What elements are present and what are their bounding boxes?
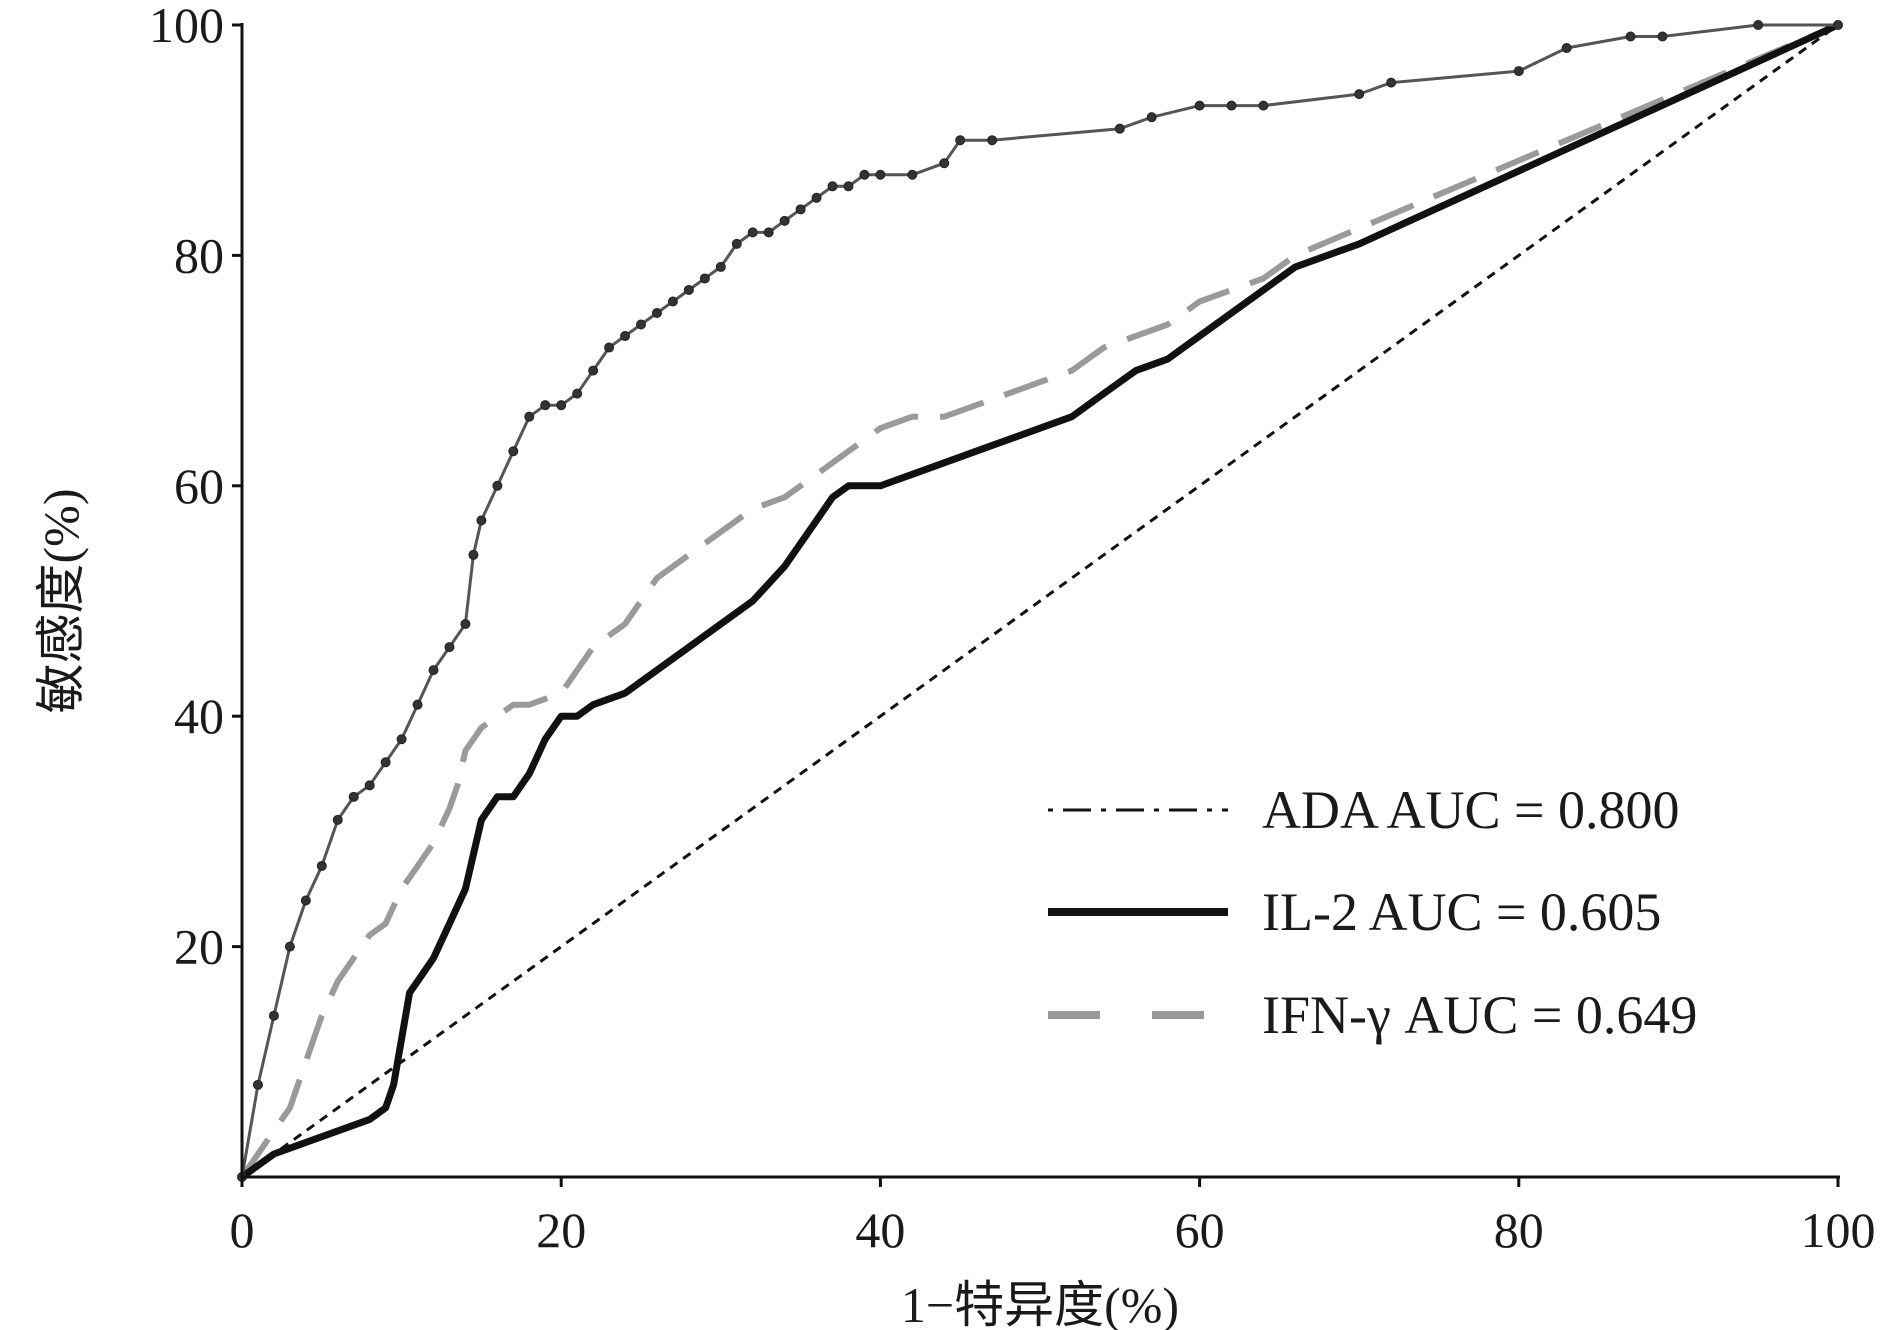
y-tick-label: 100	[149, 0, 224, 53]
series-point	[1194, 100, 1205, 111]
series-line	[239, 21, 1840, 1180]
series-point	[252, 1079, 263, 1090]
series-point	[843, 181, 854, 192]
series-point	[955, 135, 966, 146]
series-point	[540, 400, 551, 411]
series-point	[1258, 100, 1269, 111]
series-point	[763, 227, 774, 238]
series-point	[620, 331, 631, 342]
series-point	[636, 319, 646, 330]
series-point	[939, 158, 950, 169]
legend-label: IFN-γ AUC = 0.649	[1262, 985, 1697, 1045]
series-point	[811, 192, 822, 203]
y-tick-label: 20	[174, 919, 224, 975]
series-point	[268, 1010, 279, 1021]
series-point	[524, 411, 535, 422]
series-point	[428, 665, 439, 676]
series-point	[1386, 77, 1397, 88]
series-point	[1753, 20, 1764, 30]
series-point	[715, 261, 726, 272]
series-point	[683, 284, 694, 295]
series-point	[731, 238, 742, 249]
y-tick-label: 80	[174, 227, 224, 283]
series-point	[348, 791, 359, 802]
series-point	[667, 296, 678, 307]
y-tick-label: 40	[174, 688, 224, 744]
series-line	[239, 22, 1840, 1179]
x-axis-title: 1−特异度(%)	[901, 1277, 1179, 1330]
series-layer	[237, 20, 1843, 1182]
series-point	[468, 549, 479, 560]
series-point	[1513, 66, 1524, 77]
series-point	[572, 388, 583, 399]
series-point	[795, 204, 806, 215]
plot-area: 0 20 40 60 80 100 20 40 60 80 100	[149, 0, 1876, 1258]
series-point	[1146, 112, 1157, 123]
series-point	[604, 342, 615, 353]
x-tick-label: 80	[1494, 1202, 1544, 1258]
series-point	[284, 941, 295, 952]
legend-label: ADA AUC = 0.800	[1262, 780, 1680, 840]
series-point	[699, 273, 710, 284]
x-ticks: 0 20 40 60 80 100	[230, 1177, 1876, 1258]
series-point	[508, 446, 519, 457]
series-point	[987, 135, 998, 146]
x-tick-label: 60	[1175, 1202, 1225, 1258]
series-point	[1354, 89, 1365, 100]
series-point	[364, 780, 375, 791]
series-point	[1657, 31, 1668, 42]
series-point	[827, 181, 838, 192]
series-point	[1833, 20, 1843, 30]
series-point	[651, 308, 662, 318]
x-tick-label: 100	[1801, 1202, 1876, 1258]
series-point	[380, 757, 391, 768]
legend-label: IL-2 AUC = 0.605	[1262, 882, 1661, 942]
series-point	[1561, 43, 1572, 54]
series-point	[556, 400, 567, 411]
series-point	[1625, 31, 1636, 42]
series-point	[396, 734, 407, 745]
series-point	[412, 699, 423, 710]
series-point	[444, 642, 455, 653]
series-point	[300, 895, 311, 906]
y-ticks: 20 40 60 80 100	[149, 0, 242, 975]
legend: ADA AUC = 0.800 IL-2 AUC = 0.605 IFN-γ AUC…	[1048, 780, 1697, 1045]
series-point	[779, 215, 790, 226]
series-point	[492, 480, 503, 491]
x-tick-label: 20	[536, 1202, 586, 1258]
y-tick-label: 60	[174, 458, 224, 514]
series-point	[332, 814, 343, 825]
series-point	[859, 169, 870, 180]
series-point	[316, 860, 327, 871]
series-point	[875, 169, 886, 180]
series-point	[460, 619, 471, 630]
series-point	[588, 365, 599, 376]
x-tick-label: 40	[855, 1202, 905, 1258]
series-point	[1114, 123, 1125, 134]
x-tick-label: 0	[230, 1202, 255, 1258]
y-axis-title: 敏感度(%)	[33, 489, 89, 714]
series-point	[747, 227, 758, 238]
series-point	[1226, 100, 1237, 111]
series-point	[907, 169, 918, 180]
series-point	[476, 515, 487, 526]
reference-diagonal-line	[241, 23, 1839, 1179]
